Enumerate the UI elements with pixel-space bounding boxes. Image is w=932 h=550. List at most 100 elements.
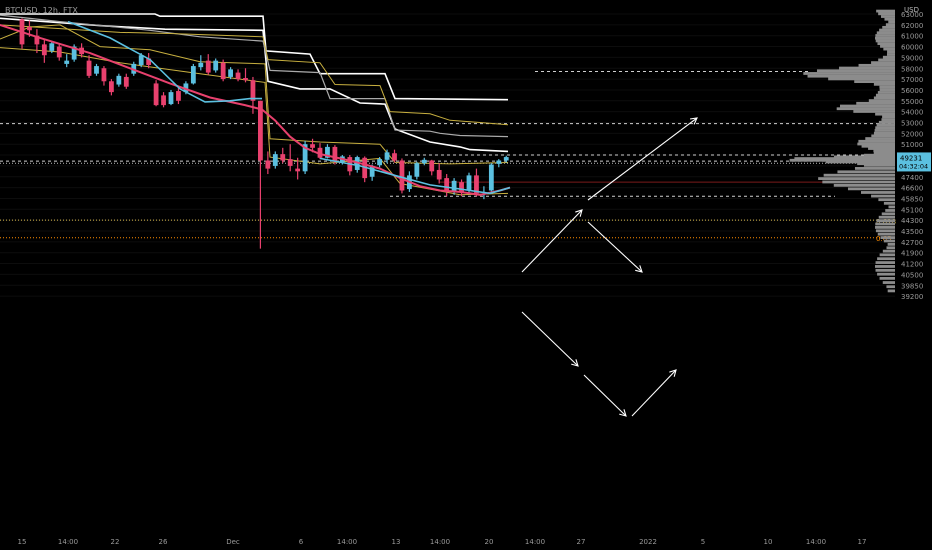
volume-bar (877, 272, 895, 276)
volume-bar (873, 82, 895, 86)
candle-body (183, 83, 189, 93)
candle-body (310, 144, 315, 148)
arrow-head (619, 409, 627, 417)
volume-bar (879, 276, 895, 280)
price-tick-label: 46600 (901, 185, 923, 193)
volume-bar (864, 153, 895, 157)
candle-body (250, 80, 256, 101)
candle-body (161, 95, 166, 106)
candle-body (228, 69, 233, 77)
time-tick-label: 5 (701, 538, 705, 546)
price-tick-label: 53000 (901, 120, 923, 128)
time-tick-label: 20 (485, 538, 494, 546)
volume-bar (875, 261, 895, 264)
candle-body (190, 66, 196, 84)
arrow-line (631, 369, 677, 417)
arrow-head (689, 117, 698, 125)
candle-body (429, 160, 435, 172)
volume-bar (885, 209, 895, 212)
volume-bar (853, 110, 895, 113)
volume-bar (876, 9, 895, 13)
candle-body (302, 144, 308, 172)
price-tick-label: 44300 (901, 217, 923, 225)
volume-bar (822, 180, 895, 184)
volume-bar (882, 249, 895, 253)
volume-bar (880, 44, 895, 48)
volume-bar (858, 63, 895, 67)
volume-bar (789, 158, 895, 162)
volume-bar (875, 265, 895, 268)
time-tick-label: 10 (764, 538, 773, 546)
volume-bar (876, 31, 895, 35)
volume-bar (878, 215, 895, 219)
volume-bar (871, 61, 895, 65)
price-tick-label: 43500 (901, 228, 923, 236)
volume-bar (879, 28, 895, 32)
candle-body (474, 175, 479, 194)
volume-bar (871, 134, 895, 138)
volume-bar (875, 268, 895, 272)
volume-bar (839, 104, 895, 108)
ma-line-up (67, 20, 262, 103)
arrow-line (521, 311, 579, 367)
price-tick-label: 41200 (901, 261, 923, 269)
candle-body (101, 68, 107, 82)
volume-bar (881, 15, 895, 18)
candle-body (317, 147, 323, 158)
volume-bar (877, 232, 895, 236)
volume-bar (868, 99, 895, 102)
price-tick-label: 45850 (901, 195, 923, 203)
volume-bar (875, 229, 895, 233)
price-tick-label: 57000 (901, 76, 923, 84)
time-tick-label: 14:00 (58, 538, 78, 546)
band-line (0, 24, 509, 126)
volume-bar (876, 123, 895, 127)
candle-body (392, 153, 397, 161)
time-axis[interactable]: 15 14:00 22 26 Dec 6 14:00 13 14:00 20 14:00 27 2022… (18, 538, 867, 546)
volume-bar (857, 162, 895, 166)
volume-bar (856, 101, 895, 105)
candle-body (94, 66, 99, 74)
volume-bar (877, 91, 895, 94)
last-price-value: 49231 (900, 154, 922, 162)
last-price-countdown: 04:32:04 (899, 162, 928, 170)
arrow-head (575, 209, 583, 217)
candle-body (243, 78, 248, 81)
volume-bar (875, 39, 895, 43)
price-tick-label: 39200 (901, 293, 923, 301)
price-tick-label: 58000 (901, 65, 923, 73)
volume-bar (883, 239, 895, 243)
candle-body (213, 60, 219, 71)
volume-bar (884, 17, 895, 21)
volume-bar (860, 191, 895, 194)
candle-body (41, 44, 47, 56)
band-line (0, 13, 509, 101)
candle-body (444, 178, 450, 192)
arrow-head (669, 369, 677, 377)
volume-bar (883, 201, 895, 205)
volume-bar (863, 163, 895, 167)
candle-body (220, 62, 226, 80)
arrow-line (587, 221, 643, 273)
price-tick-label: 55000 (901, 98, 923, 106)
candle-body (503, 157, 509, 161)
arrow-line (587, 117, 698, 201)
price-tick-label: 54000 (901, 109, 923, 117)
candle-body (34, 35, 40, 45)
volume-bar (888, 205, 895, 209)
volume-bar (874, 129, 895, 132)
candle-body (459, 182, 464, 192)
candle-body (168, 92, 174, 105)
volume-bar (873, 149, 895, 153)
price-tick-label: 40500 (901, 271, 923, 279)
candle-body (235, 72, 241, 80)
volume-bar (875, 36, 895, 40)
volume-bar (876, 219, 895, 223)
volume-bar (803, 72, 895, 75)
volume-bar (875, 112, 895, 116)
candle-body (295, 168, 301, 172)
price-axis[interactable]: 63000 62000 61000 60000 59000 58000 57000 56000… (897, 11, 931, 301)
volume-bar (875, 93, 895, 97)
last-price-badge (897, 152, 931, 172)
